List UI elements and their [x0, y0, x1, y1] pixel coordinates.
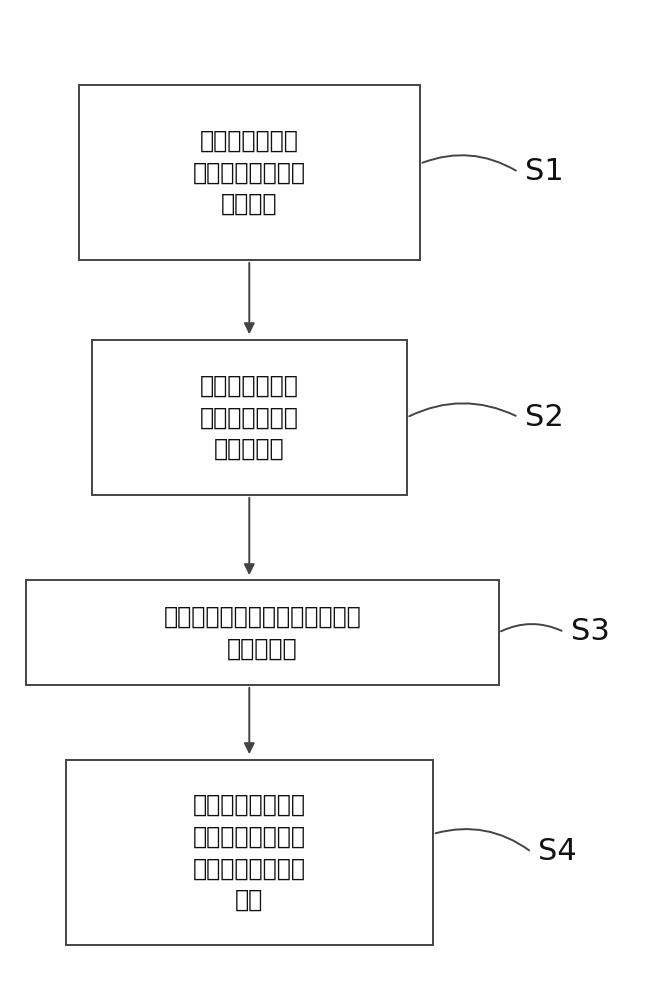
Text: 在制作前对原料
进行不同位置的
采集和检测: 在制作前对原料 进行不同位置的 采集和检测 [200, 374, 298, 461]
Bar [92, 340, 407, 495]
Bar [26, 580, 499, 685]
Text: S3: S3 [571, 617, 609, 647]
Text: 对制作后的成品油
进行最后一次的质
量检测，控制产品
质量: 对制作后的成品油 进行最后一次的质 量检测，控制产品 质量 [193, 793, 306, 912]
Bar [79, 85, 420, 260]
Text: S4: S4 [538, 838, 577, 866]
Bar [66, 760, 433, 945]
Text: S2: S2 [525, 402, 564, 432]
Text: 将原料进行不同方向的搅拌混合
制作成品油: 将原料进行不同方向的搅拌混合 制作成品油 [163, 605, 361, 660]
Text: S1: S1 [525, 157, 564, 186]
Text: 将制作乳化柴油
成品油的原料进行
灌装存储: 将制作乳化柴油 成品油的原料进行 灌装存储 [193, 129, 306, 216]
